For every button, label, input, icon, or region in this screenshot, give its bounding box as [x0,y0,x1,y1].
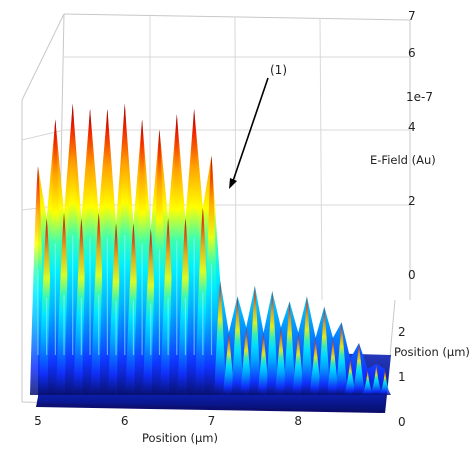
surface-peak [361,369,374,395]
annotation-arrowhead [229,178,237,189]
z-tick-label: 4 [408,120,416,134]
z-axis-exponent: 1e-7 [406,90,433,104]
surface-peak [335,322,348,395]
y-tick-label: 1 [398,370,406,384]
annotation-label: (1) [270,63,287,77]
z-tick-label: 0 [408,268,416,282]
surface-peak [283,301,296,395]
surface-peak [300,296,313,395]
surface-peak [318,306,331,395]
surface-peak [222,332,235,395]
y-tick-label: 2 [398,325,406,339]
annotation-arrow [231,77,269,185]
surface-peak [379,369,391,395]
y-axis-ticks: 0 1 2 [398,325,406,429]
surface-peak [240,327,253,395]
z-axis-label: E-Field (Au) [370,153,436,167]
surface-peak [344,358,357,395]
z-tick-label: 6 [408,46,416,60]
annotation: (1) [229,63,287,189]
z-tick-label: 2 [408,194,416,208]
surface-peak [326,337,339,395]
x-tick-label: 8 [294,414,302,428]
surface-ridges [30,103,391,412]
surface-peak [370,363,383,395]
surface-peak [352,343,365,395]
y-axis-label: Position (µm) [394,345,470,359]
surface-peak [266,291,279,395]
z-axis-ticks: 0 2 4 6 7 [408,9,416,282]
x-tick-label: 6 [121,414,129,428]
x-tick-label: 5 [34,414,42,428]
x-axis-label: Position (µm) [142,431,218,445]
x-tick-label: 7 [208,414,216,428]
surface-peak [231,296,244,395]
x-axis-ticks: 5 6 7 8 [34,414,302,428]
surface-peak [309,337,322,395]
surface-peak [292,332,305,395]
z-tick-label: 7 [408,9,416,23]
y-tick-label: 0 [398,415,406,429]
surface-peak [257,332,270,395]
surface-peak [274,327,287,395]
surface-peak [214,280,227,395]
surface-peak [248,285,261,395]
